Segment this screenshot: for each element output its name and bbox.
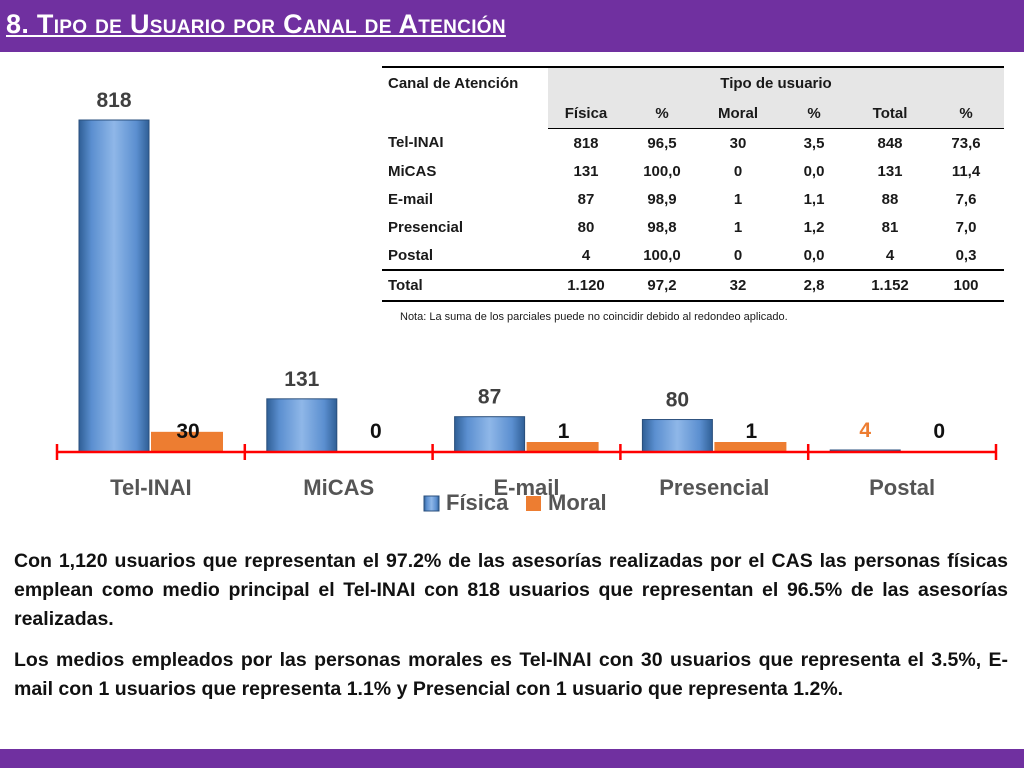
body-text: Con 1,120 usuarios que representan el 97…: [14, 547, 1008, 716]
table-cell: 4: [548, 241, 624, 271]
table-cell: 30: [729, 134, 747, 152]
table-cell: 96,5: [647, 134, 677, 152]
col-header: Moral: [700, 98, 776, 129]
legend-label-moral: Moral: [548, 490, 607, 515]
table-row: E-mail 87 98,9 1 1,1 88 7,6: [382, 185, 1004, 213]
paragraph: Con 1,120 usuarios que representan el 97…: [14, 550, 1008, 630]
data-table: Canal de Atención Tipo de usuario Física…: [382, 66, 1004, 302]
col-header: Física: [548, 98, 624, 129]
table-row: Postal 4 100,0 0 0,0 4 0,3: [382, 241, 1004, 271]
data-label-fisica: 818: [96, 89, 131, 112]
table-cell: 100,0: [624, 241, 700, 271]
table-cell: 0,0: [803, 162, 825, 180]
table-cell: 88: [881, 190, 899, 208]
table-row: Presencial 80 98,8 1 1,2 81 7,0: [382, 213, 1004, 241]
table-cell: 1: [733, 190, 743, 208]
table-cell: 0: [700, 241, 776, 271]
table-cell: 97,2: [624, 269, 700, 302]
table-cell: 131: [877, 162, 903, 180]
table-cell: 2,8: [776, 269, 852, 302]
table-cell: 7,0: [955, 218, 977, 236]
bar-fisica-e-mail: [454, 416, 526, 453]
table-cell: 4: [852, 241, 928, 271]
legend-swatch-fisica: [423, 495, 440, 512]
table-cell: 0,0: [776, 241, 852, 271]
table-row: Tel-INAI 818 96,5 30 3,5 848 73,6: [382, 129, 1004, 158]
category-label-e-mail: E-mail: [493, 475, 559, 500]
table-cell: 73,6: [951, 134, 981, 152]
footer-bar: [0, 749, 1024, 768]
data-table-container: Canal de Atención Tipo de usuario Física…: [382, 66, 1004, 302]
legend-swatch-moral: [526, 496, 541, 511]
table-cell: 98,8: [647, 218, 677, 236]
header-channel: Canal de Atención: [382, 66, 548, 98]
table-cell: 1: [733, 218, 743, 236]
row-label: Tel-INAI: [388, 134, 444, 152]
table-cell: 131: [573, 162, 599, 180]
data-label-moral: 0: [370, 420, 382, 443]
bar-moral-tel-inai: [151, 431, 223, 452]
table-total-row: Total 1.120 97,2 32 2,8 1.152 100: [382, 269, 1004, 302]
table-cell: 87: [577, 190, 595, 208]
row-label: MiCAS: [388, 162, 437, 180]
data-label-moral: 1: [558, 420, 570, 443]
slide-title: 8. Tipo de Usuario por Canal de Atención: [6, 9, 506, 39]
bar-fisica-tel-inai: [78, 119, 150, 453]
table-cell: 1.152: [852, 269, 928, 302]
table-cell: 98,9: [647, 190, 677, 208]
col-header: %: [776, 98, 852, 129]
data-label-fisica: 80: [666, 389, 689, 412]
col-header: Total: [852, 98, 928, 129]
table-cell: 7,6: [955, 190, 977, 208]
bar-chart: 818 30 Tel-INAI 131 0 MiCAS 87 1 E-mail 80 1 Presen…: [55, 89, 998, 515]
table-cell: 848: [877, 134, 903, 152]
category-label-tel-inai: Tel-INAI: [110, 475, 191, 500]
table-row: MiCAS 131 100,0 0 0,0 131 11,4: [382, 157, 1004, 185]
legend-label-fisica: Física: [446, 490, 509, 515]
data-label-moral: 1: [746, 420, 758, 443]
header-blank: [382, 98, 548, 129]
bar-moral-e-mail: [526, 442, 599, 452]
table-cell: 1.120: [548, 269, 624, 302]
col-header: %: [624, 98, 700, 129]
table-cell: 3,5: [803, 134, 825, 152]
table-cell: 0,3: [928, 241, 1004, 271]
row-label: Total: [382, 269, 548, 302]
table-cell: 100: [928, 269, 1004, 302]
col-header: %: [928, 98, 1004, 129]
table-note: Nota: La suma de los parciales puede no …: [400, 311, 788, 323]
table-cell: 32: [700, 269, 776, 302]
category-label-postal: Postal: [869, 475, 935, 500]
table-cell: 11,4: [951, 162, 981, 180]
bar-fisica-presencial: [641, 419, 713, 453]
row-label: Presencial: [388, 218, 464, 236]
bar-fisica-micas: [266, 398, 338, 453]
table-cell: 80: [577, 218, 595, 236]
table-cell: 818: [573, 134, 599, 152]
data-label-fisica: 4: [859, 419, 871, 442]
table-cell: 1,1: [803, 190, 825, 208]
row-label: Postal: [382, 241, 548, 271]
table-cell: 1,2: [803, 218, 825, 236]
category-label-presencial: Presencial: [659, 475, 769, 500]
data-label-fisica: 131: [284, 368, 319, 391]
data-label-moral: 0: [933, 420, 945, 443]
title-bar: 8. Tipo de Usuario por Canal de Atención: [0, 0, 1024, 52]
table-cell: 0: [733, 162, 743, 180]
table-cell: 100,0: [643, 162, 681, 180]
header-user-type: Tipo de usuario: [548, 66, 1004, 98]
bar-moral-presencial: [714, 442, 787, 452]
row-label: E-mail: [388, 190, 434, 208]
category-label-micas: MiCAS: [303, 475, 374, 500]
data-label-moral: 30: [176, 420, 199, 443]
data-label-fisica: 87: [478, 386, 501, 409]
table-cell: 81: [881, 218, 899, 236]
paragraph: Los medios empleados por las personas mo…: [14, 649, 1008, 700]
